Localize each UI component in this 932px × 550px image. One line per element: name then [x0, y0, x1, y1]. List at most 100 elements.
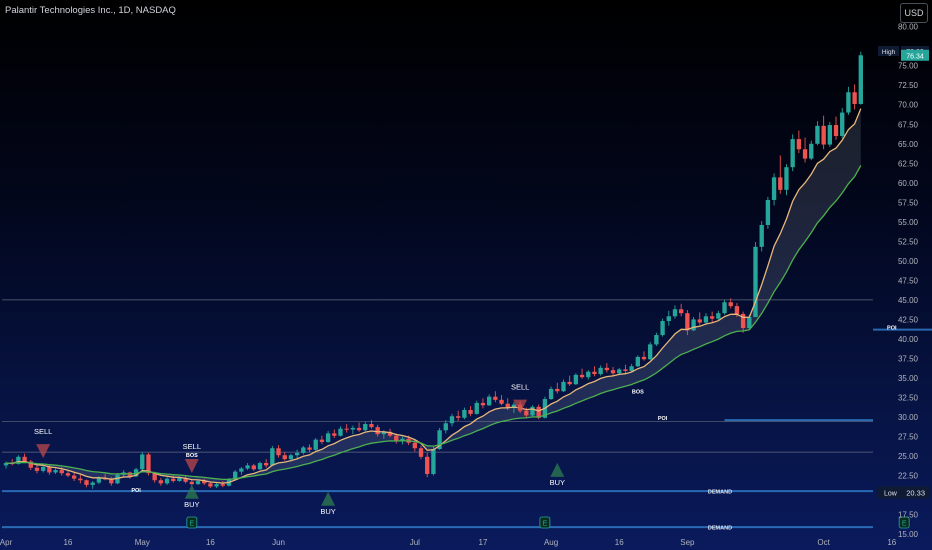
candle-body	[784, 167, 789, 190]
buy-label: BUY	[184, 500, 199, 509]
candle-body	[375, 427, 380, 435]
candle-body	[313, 439, 318, 450]
candle-body	[263, 463, 269, 466]
y-tick-label: 45.00	[898, 296, 919, 305]
candle-body	[394, 435, 399, 442]
sell-label: SELL	[34, 427, 52, 436]
candle-body	[3, 463, 9, 466]
candle-body	[778, 177, 783, 190]
candle-body	[703, 316, 709, 323]
candle-body	[586, 371, 591, 378]
candle-body	[796, 139, 802, 150]
y-tick-label: 40.00	[898, 335, 919, 344]
candle-body	[753, 246, 758, 318]
earnings-icon[interactable]	[539, 516, 551, 529]
candle-body	[140, 454, 145, 470]
candle-body	[65, 473, 71, 476]
x-tick-label: Aug	[544, 538, 558, 547]
buy-arrow-icon	[321, 491, 336, 506]
demand-label: DEMAND	[708, 526, 732, 532]
y-tick-label: 47.50	[898, 276, 919, 285]
demand-label: DEMAND	[708, 490, 732, 496]
candle-body	[697, 319, 702, 323]
candle-body	[790, 139, 795, 168]
candle-body	[747, 317, 752, 329]
y-tick-label: 37.50	[898, 354, 919, 363]
currency-button[interactable]: USD	[900, 3, 928, 23]
candle-body	[679, 309, 684, 314]
poi-label: POI	[131, 488, 141, 494]
y-tick-label: 17.50	[898, 511, 919, 520]
ema-band-fill	[6, 108, 861, 484]
earnings-icon[interactable]	[898, 516, 910, 529]
candle-body	[617, 369, 622, 374]
y-tick-label: 25.00	[898, 452, 919, 461]
high-badge	[878, 46, 899, 57]
sell-label: SELL	[511, 383, 529, 392]
y-tick-label: 27.50	[898, 433, 919, 442]
y-tick-label: 50.00	[898, 257, 919, 266]
x-tick-label: 16	[63, 538, 72, 547]
y-tick-label: 75.00	[898, 62, 919, 71]
candle-body	[728, 302, 733, 307]
candle-body	[672, 309, 678, 317]
buy-label: BUY	[550, 478, 565, 487]
candle-body	[623, 369, 628, 371]
candle-body	[171, 478, 176, 482]
ema-slow-line	[6, 165, 862, 481]
candle-body	[363, 424, 368, 431]
candle-body	[493, 396, 498, 400]
y-tick-label: 30.00	[898, 413, 919, 422]
last-price-badge	[901, 49, 929, 61]
y-tick-label: 15.00	[898, 530, 919, 539]
buy-label: BUY	[320, 507, 335, 516]
candle-body	[34, 467, 40, 471]
candle-body	[468, 409, 473, 414]
bos-label: BOS	[186, 453, 198, 459]
candle-body	[344, 428, 349, 430]
earnings-icon-letter: E	[189, 521, 194, 528]
x-tick-label: 16	[615, 538, 624, 547]
candle-body	[809, 143, 814, 159]
candle-body	[400, 438, 405, 442]
candle-body	[648, 344, 653, 360]
bos-label: BOS	[632, 390, 644, 396]
candle-body	[449, 416, 455, 424]
candle-body	[164, 478, 170, 484]
candle-body	[418, 448, 424, 457]
sell-arrow-icon	[513, 399, 528, 414]
buy-arrow-icon	[550, 462, 565, 477]
y-tick-label: 42.50	[898, 315, 919, 324]
low-value-label: 20.33	[906, 488, 925, 497]
candle-body	[115, 474, 120, 484]
candle-body	[220, 484, 225, 486]
poi-label: POI	[887, 326, 897, 332]
last-price-label: 76.34	[906, 53, 924, 60]
x-tick-label: 16	[887, 538, 896, 547]
candle-body	[641, 356, 647, 360]
y-tick-label: 35.00	[898, 374, 919, 383]
candle-body	[301, 447, 306, 453]
candle-body	[294, 452, 300, 456]
candle-body	[22, 456, 27, 462]
sell-arrow-icon	[184, 459, 199, 474]
earnings-icon[interactable]	[186, 516, 198, 529]
y-tick-label: 55.00	[898, 218, 919, 227]
candle-body	[443, 423, 448, 431]
candle-body	[840, 112, 845, 136]
y-tick-label: 67.50	[898, 120, 919, 129]
candle-body	[852, 92, 857, 104]
candle-body	[561, 381, 566, 392]
candle-body	[815, 125, 820, 144]
candle-body	[53, 470, 58, 473]
candle-body	[251, 465, 256, 470]
candle-body	[530, 406, 535, 416]
candle-body	[833, 125, 839, 136]
candle-body	[524, 410, 529, 416]
candle-body	[133, 469, 139, 477]
low-badge	[878, 486, 929, 499]
candle-body	[548, 388, 554, 400]
candle-body	[685, 313, 690, 331]
candle-body	[288, 455, 294, 460]
